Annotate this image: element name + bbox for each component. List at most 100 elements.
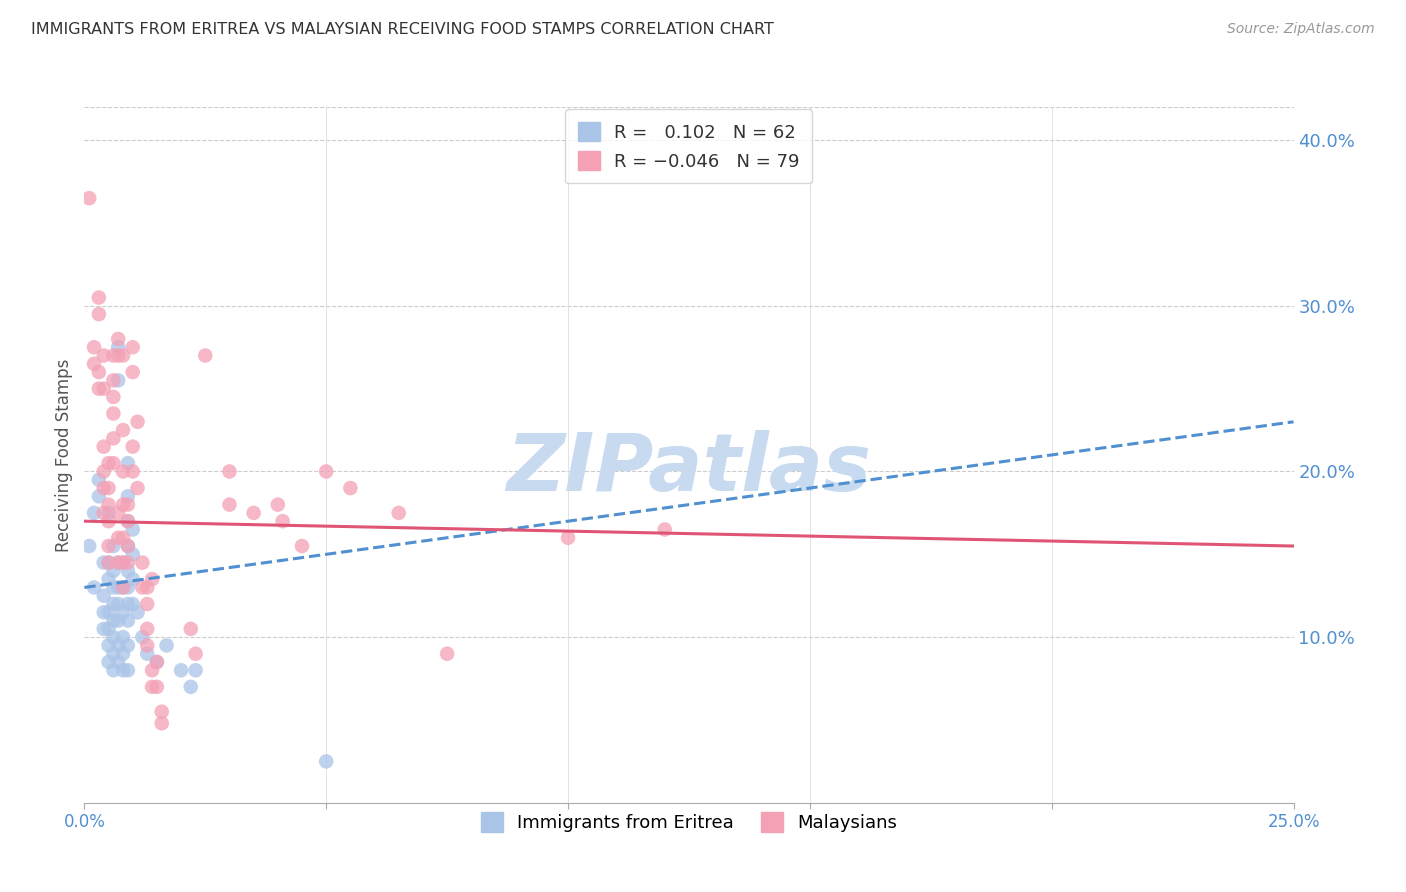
Text: IMMIGRANTS FROM ERITREA VS MALAYSIAN RECEIVING FOOD STAMPS CORRELATION CHART: IMMIGRANTS FROM ERITREA VS MALAYSIAN REC… xyxy=(31,22,773,37)
Point xyxy=(103,564,125,578)
Point xyxy=(339,481,361,495)
Text: ZIPatlas: ZIPatlas xyxy=(506,430,872,508)
Point xyxy=(83,581,105,595)
Point xyxy=(103,456,125,470)
Point xyxy=(146,680,169,694)
Point xyxy=(150,705,173,719)
Point xyxy=(112,630,135,644)
Point xyxy=(97,639,120,653)
Point xyxy=(112,663,135,677)
Point xyxy=(112,581,135,595)
Point xyxy=(121,465,143,479)
Point xyxy=(93,556,115,570)
Point xyxy=(83,506,105,520)
Point xyxy=(93,465,115,479)
Point xyxy=(170,663,193,677)
Point xyxy=(121,547,143,561)
Point xyxy=(112,423,135,437)
Point xyxy=(97,456,120,470)
Point xyxy=(107,340,129,354)
Point xyxy=(315,755,337,769)
Point xyxy=(131,581,153,595)
Point xyxy=(107,556,129,570)
Point xyxy=(117,663,139,677)
Point xyxy=(117,564,139,578)
Point xyxy=(117,581,139,595)
Point xyxy=(97,539,120,553)
Point xyxy=(112,498,135,512)
Point xyxy=(83,357,105,371)
Point xyxy=(117,514,139,528)
Point xyxy=(117,498,139,512)
Point xyxy=(112,647,135,661)
Point xyxy=(87,365,110,379)
Point xyxy=(103,614,125,628)
Point xyxy=(97,556,120,570)
Point xyxy=(218,465,240,479)
Point xyxy=(121,523,143,537)
Point xyxy=(103,407,125,421)
Point xyxy=(131,630,153,644)
Point xyxy=(87,307,110,321)
Point xyxy=(315,465,337,479)
Point xyxy=(87,382,110,396)
Point xyxy=(97,572,120,586)
Point xyxy=(97,514,120,528)
Point xyxy=(127,481,149,495)
Point xyxy=(103,581,125,595)
Point xyxy=(93,382,115,396)
Point xyxy=(83,340,105,354)
Point xyxy=(388,506,411,520)
Point xyxy=(267,498,290,512)
Point xyxy=(218,498,240,512)
Point xyxy=(127,605,149,619)
Point xyxy=(180,622,202,636)
Point xyxy=(93,440,115,454)
Point xyxy=(121,572,143,586)
Point xyxy=(107,349,129,363)
Point xyxy=(131,556,153,570)
Point xyxy=(93,605,115,619)
Point xyxy=(107,506,129,520)
Point xyxy=(112,581,135,595)
Point xyxy=(107,581,129,595)
Point xyxy=(557,531,579,545)
Point xyxy=(117,539,139,553)
Point xyxy=(291,539,314,553)
Point xyxy=(107,639,129,653)
Point xyxy=(117,456,139,470)
Point xyxy=(93,349,115,363)
Point xyxy=(184,647,207,661)
Point xyxy=(146,655,169,669)
Point xyxy=(146,655,169,669)
Legend: Immigrants from Eritrea, Malaysians: Immigrants from Eritrea, Malaysians xyxy=(474,805,904,839)
Point xyxy=(242,506,264,520)
Point xyxy=(121,440,143,454)
Point xyxy=(97,481,120,495)
Point xyxy=(107,655,129,669)
Point xyxy=(103,663,125,677)
Point xyxy=(97,498,120,512)
Point xyxy=(93,506,115,520)
Point xyxy=(141,680,163,694)
Text: Source: ZipAtlas.com: Source: ZipAtlas.com xyxy=(1227,22,1375,37)
Point xyxy=(136,622,159,636)
Point xyxy=(97,506,120,520)
Point xyxy=(103,349,125,363)
Point xyxy=(117,556,139,570)
Point xyxy=(77,539,100,553)
Point xyxy=(112,605,135,619)
Point xyxy=(112,465,135,479)
Point xyxy=(93,622,115,636)
Point xyxy=(107,373,129,387)
Point xyxy=(103,597,125,611)
Point xyxy=(150,716,173,731)
Point xyxy=(194,349,217,363)
Point xyxy=(121,340,143,354)
Point xyxy=(77,191,100,205)
Point xyxy=(136,581,159,595)
Point xyxy=(107,597,129,611)
Point xyxy=(107,614,129,628)
Point xyxy=(136,597,159,611)
Point xyxy=(103,630,125,644)
